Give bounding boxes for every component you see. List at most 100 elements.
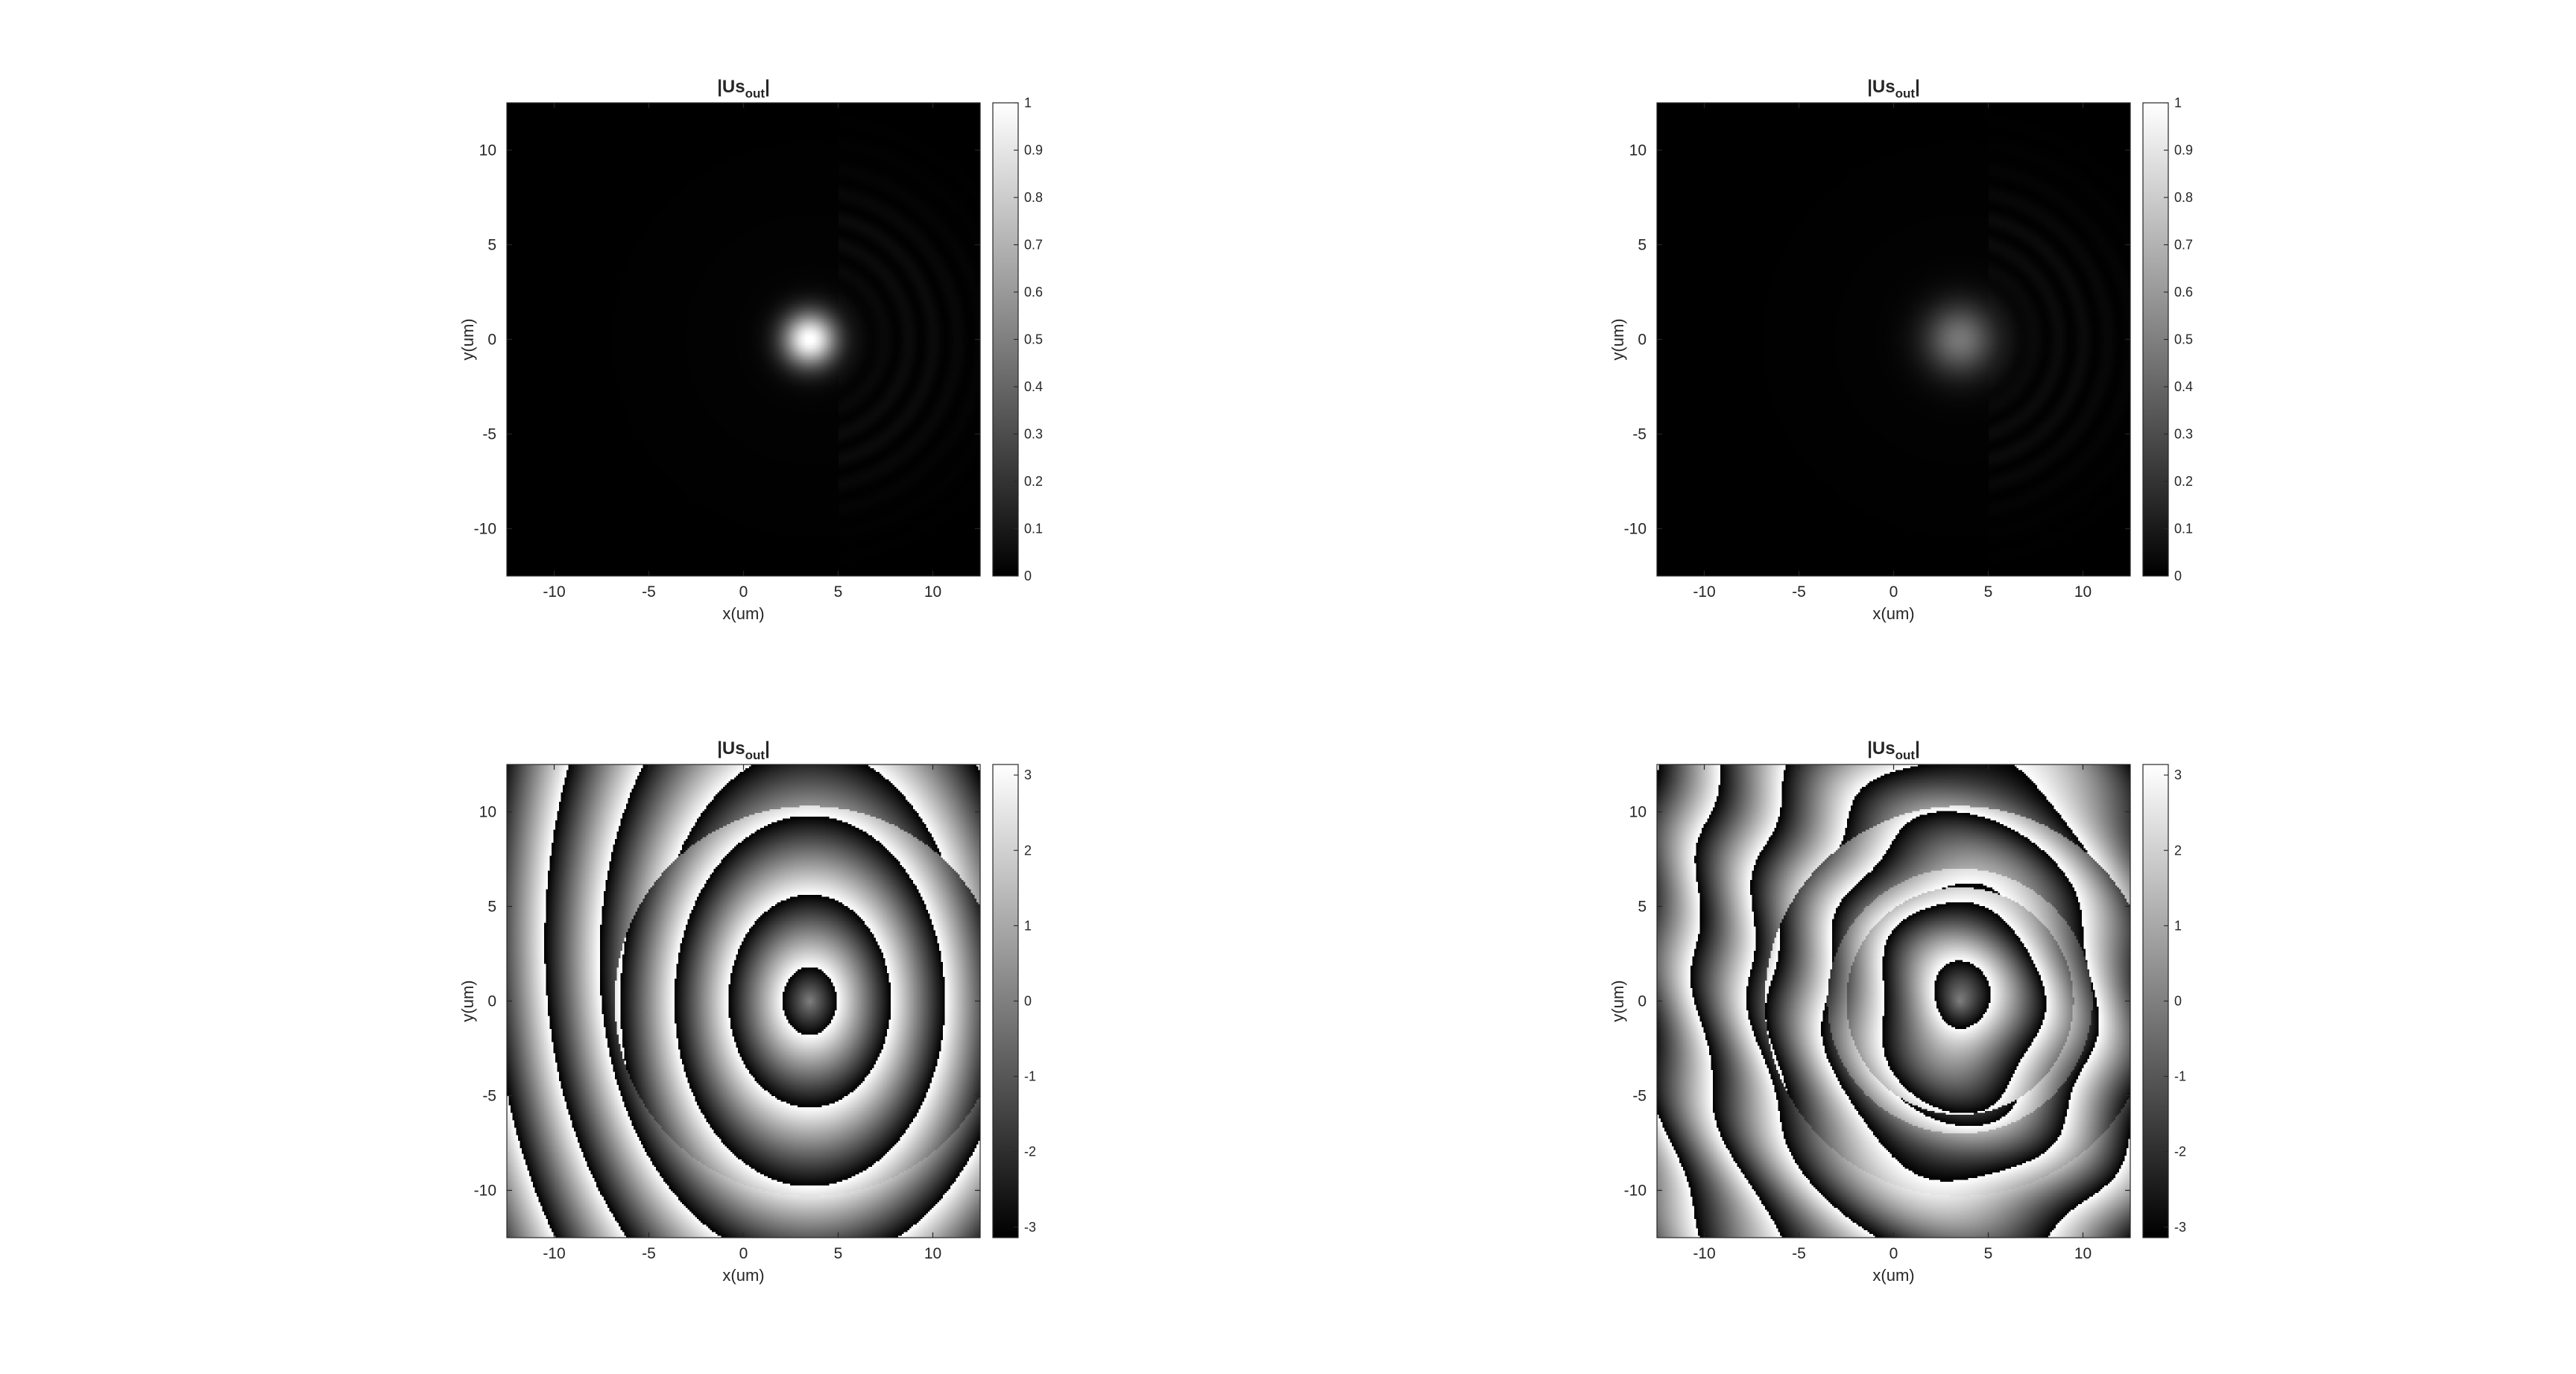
heatmap-image bbox=[507, 764, 980, 1238]
heatmap-image bbox=[507, 103, 980, 576]
x-tick-label: 10 bbox=[924, 583, 941, 601]
colorbar-tick-label: 1 bbox=[2174, 918, 2182, 933]
x-tick-label: -5 bbox=[1792, 583, 1806, 601]
x-tick-label: 0 bbox=[739, 1245, 748, 1262]
chart-title: |Usout| bbox=[1867, 77, 1920, 101]
colorbar-tick-label: 0.7 bbox=[2174, 238, 2193, 253]
colorbar-tick-label: -3 bbox=[2174, 1220, 2186, 1235]
colorbar-tick-label: 0.2 bbox=[1024, 474, 1043, 489]
colorbar-tick-label: 0 bbox=[1024, 569, 1032, 583]
y-tick-label: 5 bbox=[487, 899, 496, 916]
colorbar-tick-label: -3 bbox=[1024, 1220, 1036, 1235]
colorbar-tick-label: 0.6 bbox=[2174, 285, 2193, 300]
x-axis-label: x(um) bbox=[1872, 1266, 1914, 1285]
colorbar-tick-label: 0.8 bbox=[2174, 190, 2193, 205]
colorbar-tick-label: 0.5 bbox=[2174, 332, 2193, 347]
panel-bottom-left: |Usout| -10 -5 0 5 10 10 5 0 -5 -10 x(um) y(um) 3 2 1 0-… bbox=[447, 729, 1118, 1370]
colorbar-tick-label: 3 bbox=[2174, 767, 2182, 782]
chart-svg: |Usout| -10 -5 0 5 10 10 5 0 -5 -10 x(um) y(um) 1 0.9 0… bbox=[458, 77, 1043, 623]
chart-title: |Usout| bbox=[717, 77, 770, 101]
colorbar-tick-label: -1 bbox=[1024, 1069, 1036, 1084]
x-axis-label: x(um) bbox=[722, 604, 764, 623]
colorbar-tick-label: 0.1 bbox=[2174, 522, 2193, 536]
panel-top-left: |Usout| -10 -5 0 5 10 10 5 0 -5 -10 x(um) y(um) 1 0.9 0… bbox=[447, 67, 1118, 708]
x-tick-label: 10 bbox=[2074, 1245, 2092, 1262]
colorbar-tick-label: 0.6 bbox=[1024, 285, 1043, 300]
y-tick-label: -5 bbox=[482, 1088, 496, 1105]
x-tick-label: -10 bbox=[543, 583, 565, 601]
y-tick-label: -5 bbox=[482, 426, 496, 443]
x-tick-label: 10 bbox=[2074, 583, 2092, 601]
colorbar-tick-label: -2 bbox=[1024, 1145, 1036, 1159]
panel-bottom-right: |Usout| -10 -5 0 5 10 10 5 0 -5 -10 x(um) y(um) 3 2 1 0-… bbox=[1597, 729, 2268, 1370]
heatmap-image bbox=[1657, 764, 2130, 1238]
y-tick-label: -10 bbox=[474, 521, 496, 538]
x-tick-label: -5 bbox=[642, 583, 656, 601]
x-tick-label: -5 bbox=[1792, 1245, 1806, 1262]
colorbar-tick-label: 3 bbox=[1024, 767, 1032, 782]
panel-top-right: |Usout| -10 -5 0 5 10 10 5 0 -5 -10 x(um) y(um) 1 0.9 0… bbox=[1597, 67, 2268, 708]
chart-title: |Usout| bbox=[717, 738, 770, 762]
x-tick-label: -10 bbox=[1693, 1245, 1715, 1262]
chart-svg: |Usout|-10 -5 0 5 101050-5-10x(um)y(um)3210-… bbox=[458, 738, 1036, 1285]
y-axis-label: y(um) bbox=[1609, 318, 1627, 360]
colorbar-tick-label: 2 bbox=[1024, 843, 1032, 858]
y-tick-label: -10 bbox=[1624, 521, 1647, 538]
colorbar-tick-label: 0.1 bbox=[1024, 522, 1043, 536]
colorbar-tick-label: 0.7 bbox=[1024, 238, 1043, 253]
colorbar-tick-label: 0.4 bbox=[2174, 379, 2193, 394]
x-tick-label: 0 bbox=[1890, 583, 1898, 601]
colorbar-tick-label: 0.3 bbox=[1024, 427, 1043, 442]
colorbar-tick-label: -2 bbox=[2174, 1145, 2186, 1159]
colorbar-tick-label: 0.9 bbox=[1024, 143, 1043, 158]
x-tick-label: -10 bbox=[1693, 583, 1715, 601]
y-tick-label: 5 bbox=[1638, 899, 1647, 916]
colorbar-tick-label: 0.9 bbox=[2174, 143, 2193, 158]
y-tick-label: 5 bbox=[1638, 237, 1647, 254]
x-tick-label: -10 bbox=[543, 1245, 565, 1262]
y-tick-label: 10 bbox=[1629, 142, 1647, 159]
y-tick-label: 0 bbox=[487, 993, 496, 1010]
colorbar-tick-label: -1 bbox=[2174, 1069, 2186, 1084]
colorbar-tick-label: 0.2 bbox=[2174, 474, 2193, 489]
x-tick-label: -5 bbox=[642, 1245, 656, 1262]
colorbar-tick-label: 2 bbox=[2174, 843, 2182, 858]
y-tick-label: 10 bbox=[479, 804, 496, 821]
y-tick-label: 5 bbox=[487, 237, 496, 254]
y-axis-label: y(um) bbox=[458, 318, 477, 360]
y-tick-label: -5 bbox=[1632, 1088, 1647, 1105]
y-tick-label: -10 bbox=[474, 1183, 496, 1200]
chart-svg: |Usout| -10 -5 0 5 10 10 5 0 -5 -10 x(um) y(um) 1 0.9 0… bbox=[1609, 77, 2193, 623]
colorbar-tick-label: 0 bbox=[2174, 994, 2182, 1009]
x-tick-label: 0 bbox=[739, 583, 748, 601]
colorbar-tick-label: 0 bbox=[1024, 994, 1032, 1009]
colorbar-tick-label: 1 bbox=[1024, 918, 1032, 933]
colorbar-tick-label: 1 bbox=[1024, 95, 1032, 110]
x-tick-label: 5 bbox=[1984, 1245, 1993, 1262]
y-tick-label: 0 bbox=[1638, 332, 1647, 349]
y-tick-label: 10 bbox=[1629, 804, 1647, 821]
heatmap-image bbox=[1657, 103, 2130, 576]
x-tick-label: 5 bbox=[1984, 583, 1993, 601]
y-tick-label: 10 bbox=[479, 142, 496, 159]
chart-title: |Usout| bbox=[1867, 738, 1920, 762]
y-tick-label: 0 bbox=[487, 332, 496, 349]
y-axis-label: y(um) bbox=[458, 980, 477, 1022]
y-tick-label: -10 bbox=[1624, 1183, 1647, 1200]
x-tick-label: 5 bbox=[834, 1245, 843, 1262]
x-axis-label: x(um) bbox=[1872, 604, 1914, 623]
y-axis-label: y(um) bbox=[1609, 980, 1627, 1022]
colorbar-tick-label: 0.8 bbox=[1024, 190, 1043, 205]
x-axis-label: x(um) bbox=[722, 1266, 764, 1285]
colorbar-tick-label: 0.3 bbox=[2174, 427, 2193, 442]
colorbar-tick-label: 0.5 bbox=[1024, 332, 1043, 347]
y-tick-label: -5 bbox=[1632, 426, 1647, 443]
chart-svg: |Usout|-10 -5 0 5 101050-5-10x(um)y(um)3210-… bbox=[1609, 738, 2186, 1285]
x-tick-label: 5 bbox=[834, 583, 843, 601]
y-tick-label: 0 bbox=[1638, 993, 1647, 1010]
x-tick-label: 0 bbox=[1890, 1245, 1898, 1262]
colorbar-tick-label: 0.4 bbox=[1024, 379, 1043, 394]
colorbar-tick-label: 0 bbox=[2174, 569, 2182, 583]
colorbar-tick-label: 1 bbox=[2174, 95, 2182, 110]
